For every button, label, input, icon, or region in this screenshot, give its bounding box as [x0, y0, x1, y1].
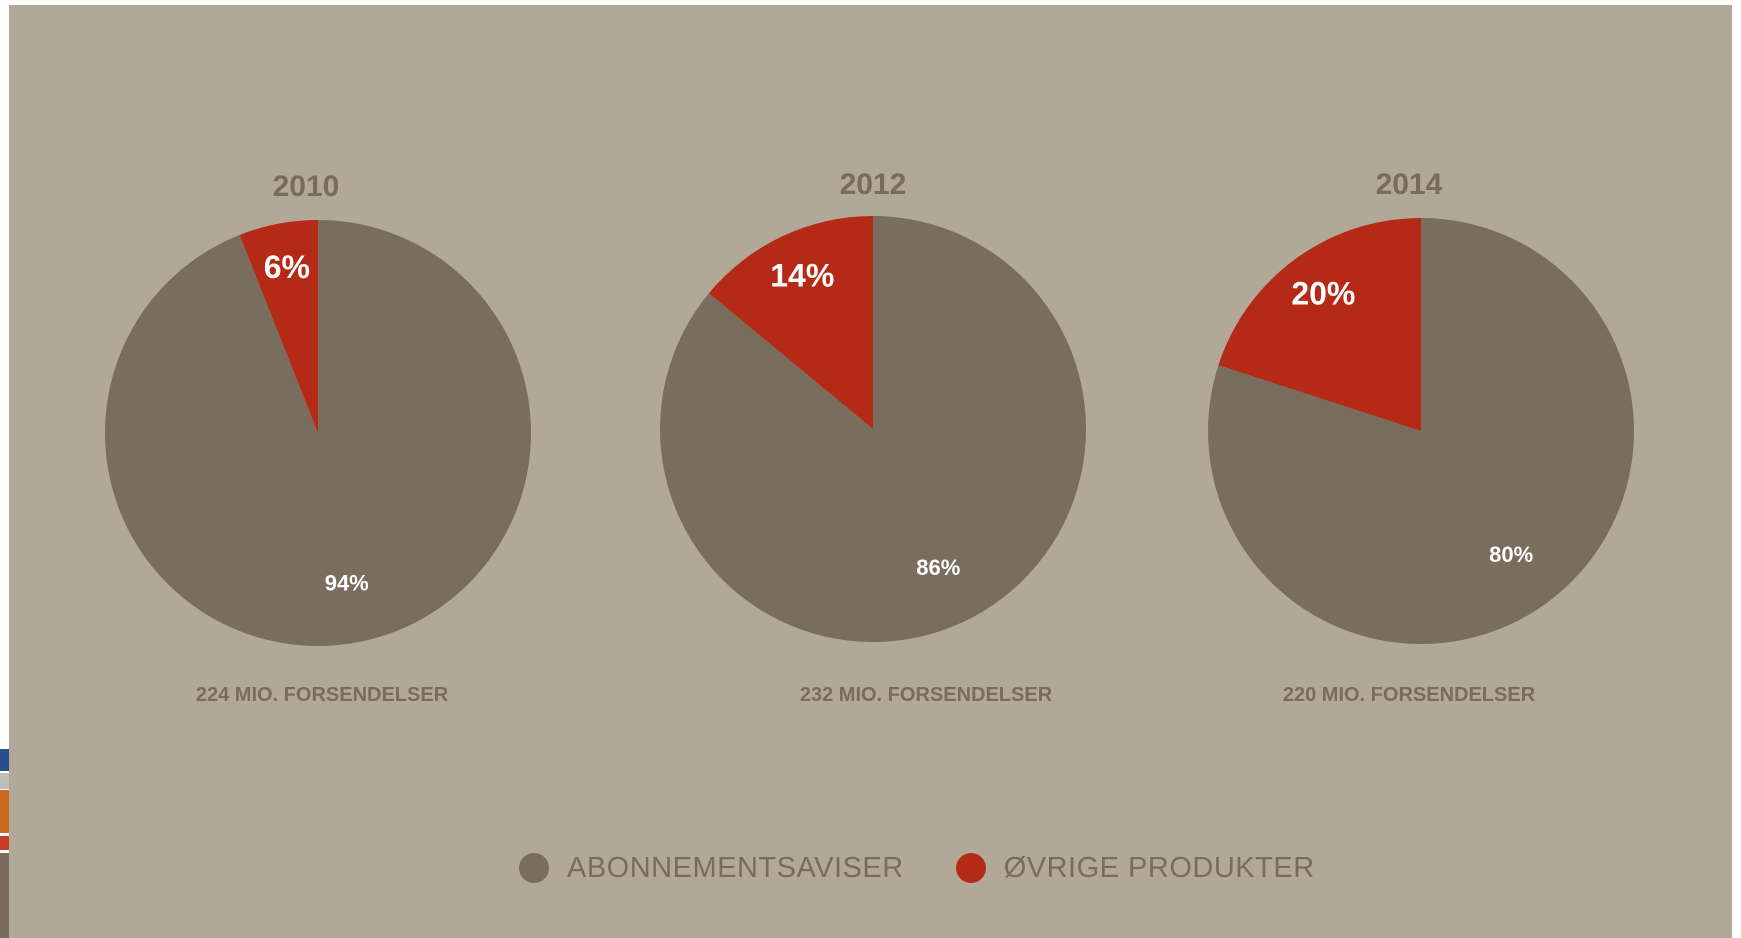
pie-slice-abonnementsaviser — [660, 216, 1086, 643]
side-strip-blue — [0, 749, 9, 771]
chart-panel: 2010 6% 94% 224 MIO. FORSENDELSER 2012 14… — [9, 5, 1732, 938]
legend-swatch-abonnement — [519, 853, 549, 883]
pie-svg: 20% 80% — [1208, 218, 1634, 644]
pie-label-ovrige-produkter: 14% — [770, 258, 834, 294]
pie-title: 2014 — [1375, 168, 1443, 201]
pie-label-abonnementsaviser: 80% — [1489, 542, 1533, 567]
legend-label: ØVRIGE PRODUKTER — [1003, 851, 1315, 884]
pie-label-abonnementsaviser: 94% — [325, 571, 369, 596]
pie-slice-ovrige-produkter — [239, 220, 318, 433]
legend-item-ovrige-produkter: ØVRIGE PRODUKTER — [955, 851, 1315, 885]
legend-label: ABONNEMENTSAVISER — [567, 851, 904, 884]
legend: ABONNEMENTSAVISER ØVRIGE PRODUKTER — [519, 848, 1367, 888]
pie-label-abonnementsaviser: 86% — [916, 555, 960, 580]
pie-slice-ovrige-produkter — [1218, 218, 1421, 431]
pie-slice-ovrige-produkter — [708, 216, 873, 429]
pie-svg: 6% 94% — [105, 220, 532, 646]
legend-swatch-ovrige — [955, 853, 986, 883]
pie-caption: 224 MIO. FORSENDELSER — [195, 684, 449, 706]
pie-caption: 220 MIO. FORSENDELSER — [1282, 684, 1536, 706]
pie-title: 2010 — [272, 170, 340, 203]
side-strip-brown — [0, 853, 9, 938]
pie-label-ovrige-produkter: 20% — [1291, 276, 1355, 312]
pie-label-ovrige-produkter: 6% — [264, 249, 310, 285]
pie-caption: 232 MIO. FORSENDELSER — [799, 684, 1053, 706]
pie-title: 2012 — [839, 168, 907, 201]
side-strip-grey — [0, 773, 9, 789]
side-strip-orange — [0, 790, 9, 833]
pie-slice-abonnementsaviser — [105, 220, 532, 646]
side-strip-red — [0, 836, 9, 850]
legend-item-abonnementsaviser: ABONNEMENTSAVISER — [519, 852, 904, 885]
pie-svg: 14% 86% — [660, 216, 1086, 643]
